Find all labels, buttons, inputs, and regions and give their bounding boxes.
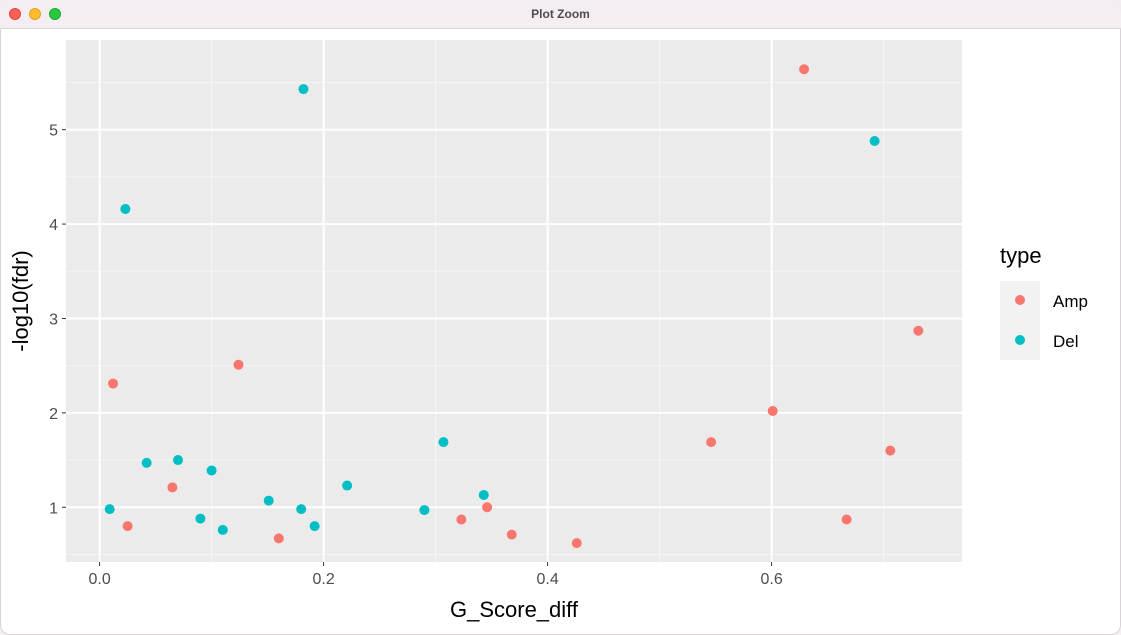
point-amp (456, 514, 467, 525)
legend-key-amp (1015, 295, 1025, 305)
y-tick-label: 5 (49, 123, 58, 140)
point-del (141, 457, 152, 468)
point-del (478, 489, 489, 500)
point-amp (167, 482, 178, 493)
point-del (298, 84, 309, 95)
legend-label-del: Del (1053, 332, 1079, 351)
scatter-plot: 0.0 0.2 0.4 0.6 1 2 3 4 5 G_Score_diff -log10(f… (8, 40, 1088, 622)
x-tick-label: 0.2 (312, 571, 334, 588)
legend-title: type (1000, 243, 1042, 268)
major-gridlines (66, 40, 962, 562)
point-del (263, 495, 274, 506)
point-amp (913, 325, 924, 336)
point-amp (767, 405, 778, 416)
point-del (309, 521, 320, 532)
minor-gridlines (66, 40, 962, 562)
point-del (342, 480, 353, 491)
point-amp (233, 359, 244, 370)
title-bar[interactable]: Plot Zoom (0, 0, 1121, 29)
point-amp (108, 378, 119, 389)
point-del (120, 203, 131, 214)
maximize-window-button[interactable] (49, 8, 61, 20)
point-del (206, 465, 217, 476)
point-amp (885, 445, 896, 456)
point-amp (506, 529, 517, 540)
plot-panel (66, 40, 962, 562)
x-tick-label: 0.0 (88, 571, 110, 588)
point-amp (273, 533, 284, 544)
point-del (217, 524, 228, 535)
point-amp (706, 437, 717, 448)
legend-label-amp: Amp (1053, 292, 1088, 311)
legend-key-del (1015, 335, 1025, 345)
y-tick-label: 4 (49, 217, 58, 234)
point-amp (799, 64, 810, 75)
x-tick-label: 0.6 (760, 571, 782, 588)
data-points (104, 64, 924, 549)
point-del (869, 136, 880, 147)
point-del (296, 504, 307, 515)
point-del (173, 455, 183, 466)
point-amp (841, 514, 852, 525)
x-axis-title: G_Score_diff (450, 597, 579, 622)
point-amp (482, 502, 493, 513)
point-del (438, 437, 449, 448)
y-axis-ticks: 1 2 3 4 5 (49, 123, 66, 517)
close-window-button[interactable] (9, 8, 21, 20)
x-axis-ticks: 0.0 0.2 0.4 0.6 (88, 562, 783, 588)
y-tick-label: 1 (49, 500, 58, 517)
y-tick-label: 2 (49, 406, 58, 423)
point-del (195, 513, 206, 524)
legend: type Amp Del (1000, 243, 1088, 360)
y-axis-title: -log10(fdr) (8, 250, 33, 351)
point-del (419, 505, 430, 516)
window-title: Plot Zoom (531, 7, 590, 21)
minimize-window-button[interactable] (29, 8, 41, 20)
point-amp (122, 521, 133, 532)
point-del (104, 504, 115, 515)
y-tick-label: 3 (49, 311, 58, 328)
x-tick-label: 0.4 (536, 571, 558, 588)
point-amp (571, 538, 582, 549)
